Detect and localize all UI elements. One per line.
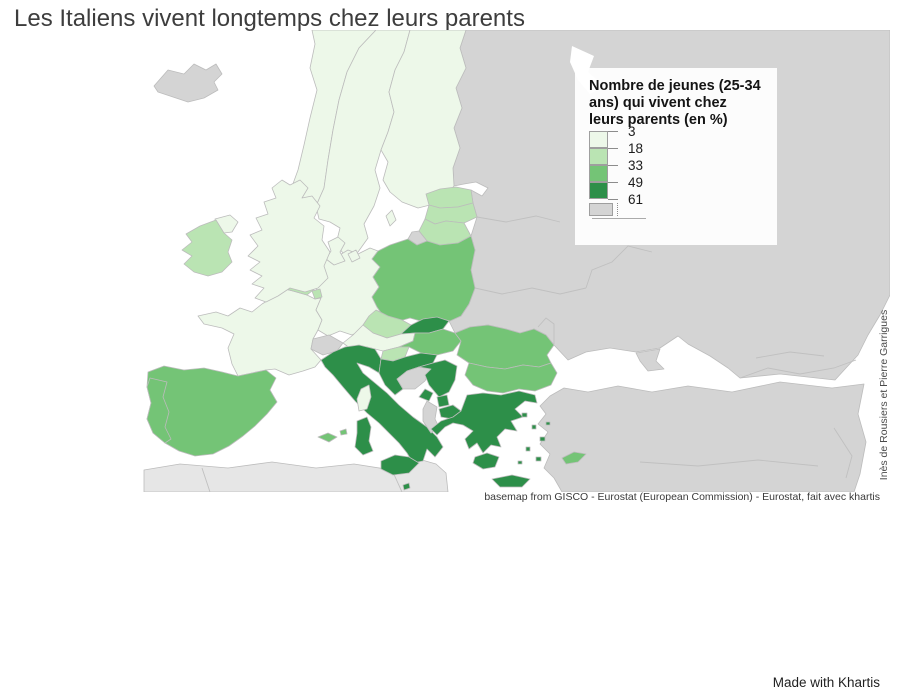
border-iran <box>833 427 853 479</box>
legend-tick-mark <box>608 148 618 149</box>
legend-swatch-1[interactable] <box>589 131 608 148</box>
country-turkey[interactable] <box>537 381 867 492</box>
border-belarus-ukraine <box>474 287 587 295</box>
country-kosovo[interactable] <box>436 394 450 408</box>
country-ireland[interactable] <box>181 219 233 277</box>
legend-no-data-swatch[interactable] <box>589 203 613 216</box>
made-with-khartis: Made with Khartis <box>772 675 880 690</box>
country-sicily[interactable] <box>380 454 420 476</box>
border-syria <box>639 459 819 467</box>
legend-separator <box>592 218 646 219</box>
legend-tick-mark <box>608 182 618 183</box>
country-uk[interactable] <box>247 179 331 303</box>
country-finland[interactable] <box>380 30 467 209</box>
country-bulgaria[interactable] <box>464 362 558 394</box>
country-malta[interactable] <box>402 482 411 491</box>
legend-tick-mark <box>608 199 618 200</box>
legend-tick-label: 49 <box>628 175 644 190</box>
border-caucasus-1 <box>739 359 857 379</box>
country-corsica[interactable] <box>356 384 372 412</box>
europe-choropleth-map <box>140 30 890 492</box>
authors-credit: Inès de Rousiers et Pierre Garrigues <box>878 309 890 481</box>
map-legend: Nombre de jeunes (25-34 ans) qui vivent … <box>575 68 777 245</box>
legend-title: Nombre de jeunes (25-34 ans) qui vivent … <box>589 78 761 128</box>
legend-tick-label: 33 <box>628 158 644 173</box>
page-title: Les Italiens vivent longtemps chez leurs… <box>14 5 525 32</box>
legend-tick-label: 18 <box>628 141 644 156</box>
legend-tick-label: 3 <box>628 124 636 139</box>
legend-tick-mark <box>608 165 618 166</box>
country-crimea[interactable] <box>635 348 665 372</box>
country-iceland[interactable] <box>153 63 223 103</box>
legend-tick-mark <box>608 131 618 132</box>
legend-no-data-tick <box>617 203 618 216</box>
country-menorca[interactable] <box>339 428 348 436</box>
country-sardinia[interactable] <box>354 416 374 456</box>
legend-swatch-2[interactable] <box>589 148 608 165</box>
country-greece-islands[interactable] <box>517 412 551 465</box>
border-moldova <box>537 317 555 344</box>
country-greece-peloponnese[interactable] <box>472 452 500 470</box>
country-crete[interactable] <box>491 474 531 488</box>
country-balearics[interactable] <box>317 432 338 443</box>
legend-swatch-3[interactable] <box>589 165 608 182</box>
country-poland[interactable] <box>371 235 476 323</box>
border-caucasus-2 <box>755 351 825 359</box>
country-greece[interactable] <box>430 390 538 454</box>
country-luxembourg[interactable] <box>311 288 323 300</box>
border-morocco-algeria <box>201 467 211 492</box>
border-ukraine-russia <box>585 245 653 289</box>
country-denmark-island[interactable] <box>347 249 361 263</box>
country-hungary[interactable] <box>398 328 462 356</box>
basemap-caption: basemap from GISCO - Eurostat (European … <box>484 491 880 503</box>
legend-tick-label: 61 <box>628 192 644 207</box>
country-gotland[interactable] <box>385 209 397 227</box>
country-portugal[interactable] <box>146 377 172 444</box>
legend-swatch-4[interactable] <box>589 182 608 199</box>
border-baltic-belarus <box>476 215 561 223</box>
country-romania[interactable] <box>454 324 555 370</box>
country-cyprus[interactable] <box>561 451 587 465</box>
legend-scale: 3 18 33 49 61 <box>589 125 765 231</box>
country-montenegro[interactable] <box>418 388 434 402</box>
